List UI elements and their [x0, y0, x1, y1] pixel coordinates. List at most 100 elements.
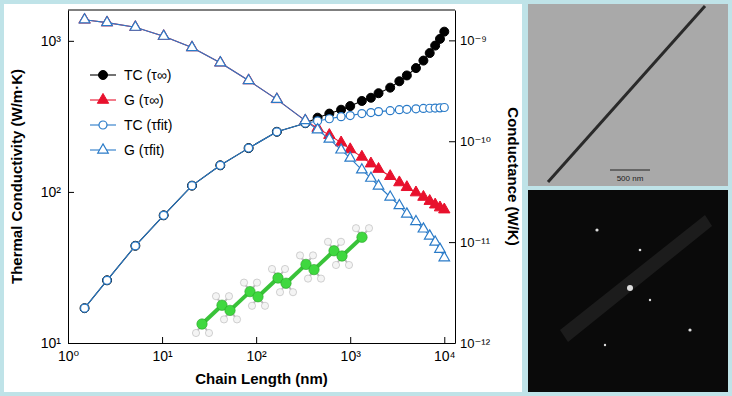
y-tick-mark	[68, 343, 74, 344]
data-point	[272, 127, 281, 136]
hydrogen-atom	[268, 265, 275, 272]
data-point	[402, 208, 413, 217]
hydrogen-atom	[253, 279, 260, 286]
fiber-line	[548, 6, 705, 182]
data-point	[81, 304, 89, 312]
data-point	[385, 191, 396, 200]
data-point	[300, 115, 311, 124]
y2-tick: 10⁻¹¹	[449, 235, 491, 250]
data-point	[440, 104, 448, 112]
hydrogen-atom	[205, 329, 212, 336]
carbon-atom	[253, 292, 263, 302]
data-point	[215, 57, 226, 66]
chart-svg: 500 nm10⁰10¹10²10³10⁴10¹10²10³10⁻¹²10⁻¹¹…	[0, 0, 732, 396]
y-axis: 10¹ 10² 10³	[41, 11, 74, 351]
y-tick: 10²	[41, 184, 74, 200]
x-tick-mark	[350, 337, 351, 343]
data-point	[424, 230, 435, 239]
hydrogen-atom	[248, 302, 255, 309]
x-tick-label: 10⁴	[434, 348, 456, 364]
data-point	[357, 96, 366, 105]
y2-axis-line	[455, 11, 456, 344]
data-point	[312, 124, 323, 133]
data-point	[103, 276, 112, 285]
hydrogen-atom	[337, 238, 344, 245]
data-point	[373, 180, 384, 189]
y-tick-label: 10³	[41, 33, 62, 49]
x-tick-label: 10⁰	[58, 348, 80, 364]
plot-frame-top	[68, 10, 455, 11]
x-tick: 10¹	[152, 337, 173, 364]
y-axis-title: Thermal Conductivity (W/m·K)	[8, 69, 25, 284]
legend-marker	[97, 93, 108, 103]
legend-label: G (τfit)	[124, 142, 165, 158]
data-point	[394, 200, 405, 209]
x-tick: 10²	[247, 337, 268, 364]
legend-label: TC (τ∞)	[124, 67, 171, 83]
y-tick: 10³	[41, 33, 74, 49]
hydrogen-atom	[233, 316, 240, 323]
x-axis-line	[69, 343, 456, 344]
data-point	[411, 64, 420, 73]
series-group	[79, 13, 450, 213]
y-tick: 10¹	[41, 335, 74, 351]
data-point	[158, 30, 169, 39]
hydrogen-atom	[212, 293, 219, 300]
legend-marker	[99, 121, 107, 129]
y-axis-line	[68, 11, 69, 344]
data-point	[187, 181, 196, 190]
data-point	[216, 161, 224, 169]
data-point	[272, 93, 283, 102]
hydrogen-atom	[352, 225, 359, 232]
y2-tick-label: 10⁻⁹	[460, 33, 487, 48]
data-point	[243, 74, 254, 83]
legend-marker	[99, 71, 108, 80]
x-tick-label: 10¹	[152, 348, 173, 364]
carbon-atom	[309, 264, 319, 274]
hydrogen-atom	[332, 261, 339, 268]
data-point	[394, 176, 405, 186]
data-point	[102, 17, 113, 26]
data-point	[418, 223, 429, 232]
y-tick-label: 10²	[41, 184, 62, 200]
hydrogen-atom	[289, 289, 296, 296]
hydrogen-atom	[324, 238, 331, 245]
data-point	[439, 252, 450, 261]
data-point	[131, 241, 140, 250]
x-tick-mark	[444, 337, 445, 343]
tem-image	[528, 4, 728, 186]
legend-entry: TC (τfit)	[90, 117, 172, 133]
data-point	[325, 115, 333, 123]
data-point	[159, 211, 168, 220]
diffraction-spot	[639, 249, 642, 252]
data-point	[410, 186, 421, 196]
data-point	[188, 182, 196, 190]
data-point	[243, 74, 254, 84]
diffraction-spot	[649, 299, 651, 301]
data-point	[216, 161, 225, 170]
data-point	[430, 236, 441, 245]
y2-tick-mark	[449, 242, 455, 243]
molecule-illustration	[192, 225, 372, 337]
x-tick-label: 10²	[247, 348, 268, 364]
data-point	[419, 56, 428, 65]
y-tick-mark	[68, 192, 74, 193]
data-point	[245, 144, 253, 152]
data-point	[80, 304, 89, 313]
hydrogen-atom	[220, 316, 227, 323]
x-tick-label: 10³	[341, 348, 362, 364]
data-point	[356, 150, 367, 160]
plot-area	[79, 13, 450, 312]
carbon-atom	[337, 251, 347, 261]
hydrogen-atom	[276, 289, 283, 296]
data-point	[401, 181, 412, 191]
data-point	[79, 13, 90, 23]
data-point	[160, 211, 168, 219]
series-line	[85, 20, 445, 210]
chart-panel	[4, 4, 522, 392]
data-point	[101, 16, 112, 26]
x-tick-mark	[162, 337, 163, 343]
scale-bar-label: 500 nm	[617, 174, 644, 183]
x-tick-mark	[256, 337, 257, 343]
carbon-atom	[357, 232, 367, 242]
